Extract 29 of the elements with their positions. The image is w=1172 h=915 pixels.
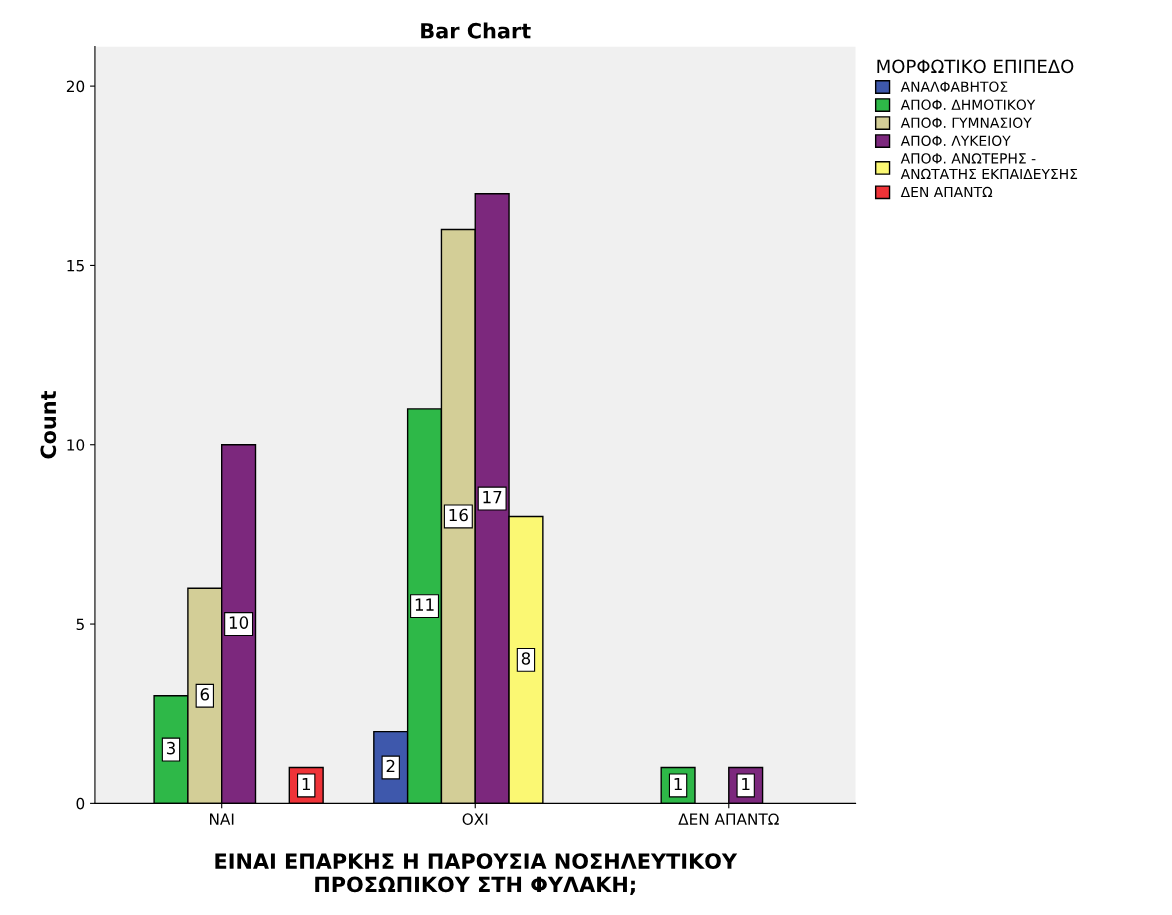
data-label: 16: [449, 508, 468, 522]
y-tick-label: 15: [67, 260, 84, 272]
data-label: 2: [386, 759, 395, 773]
data-label: 6: [200, 688, 210, 701]
legend-title: ΜΟΡΦΩΤΙΚΟ ΕΠΙΠΕΔΟ: [877, 59, 1074, 74]
legend-label: ΑΝΑΛΦΑΒΗΤΟΣ: [900, 81, 1008, 92]
legend-label: ΔΕΝ ΑΠΑΝΤΩ: [900, 186, 993, 198]
x-tick-label: ΝΑΙ: [210, 813, 234, 825]
legend-label: ΑΠΟΦ. ΛΥΚΕΙΟΥ: [900, 135, 1011, 147]
data-label: 3: [166, 741, 175, 755]
x-tick-label: ΔΕΝ ΑΠΑΝΤΩ: [678, 813, 779, 825]
legend-label: ΑΠΟΦ. ΓΥΜΝΑΣΙΟΥ: [900, 117, 1032, 129]
data-label: 11: [415, 598, 434, 611]
data-label: 1: [302, 777, 310, 791]
chart-title: Bar Chart: [421, 22, 531, 39]
y-tick-label: 20: [66, 80, 85, 93]
data-label: 17: [483, 490, 502, 504]
data-label: 10: [229, 616, 249, 629]
legend-label: ΑΠΟΦ. ΑΝΩΤΕΡΗΣ - ΑΝΩΤΑΤΗΣ ΕΚΠΑΙΔΕΥΣΗΣ: [900, 153, 1078, 180]
y-axis-title: Count: [40, 390, 57, 459]
x-tick-label: ΟΧΙ: [462, 813, 488, 825]
data-label: 1: [742, 777, 750, 791]
data-label: 1: [674, 777, 682, 791]
y-tick-label: 5: [76, 618, 84, 631]
data-label: 8: [521, 652, 531, 665]
y-tick-label: 0: [76, 797, 85, 810]
y-tick-label: 10: [67, 439, 85, 451]
legend-label: ΑΠΟΦ. ΔΗΜΟΤΙΚΟΥ: [900, 99, 1036, 110]
x-axis-title: ΕΙΝΑΙ ΕΠΑΡΚΗΣ Η ΠΑΡΟΥΣΙΑ ΝΟΣΗΛΕΥΤΙΚΟΥ ΠΡΟΣΩΠΙΚΟΥ ΣΤΗ ΦΥΛΑΚΗ;: [215, 853, 738, 895]
